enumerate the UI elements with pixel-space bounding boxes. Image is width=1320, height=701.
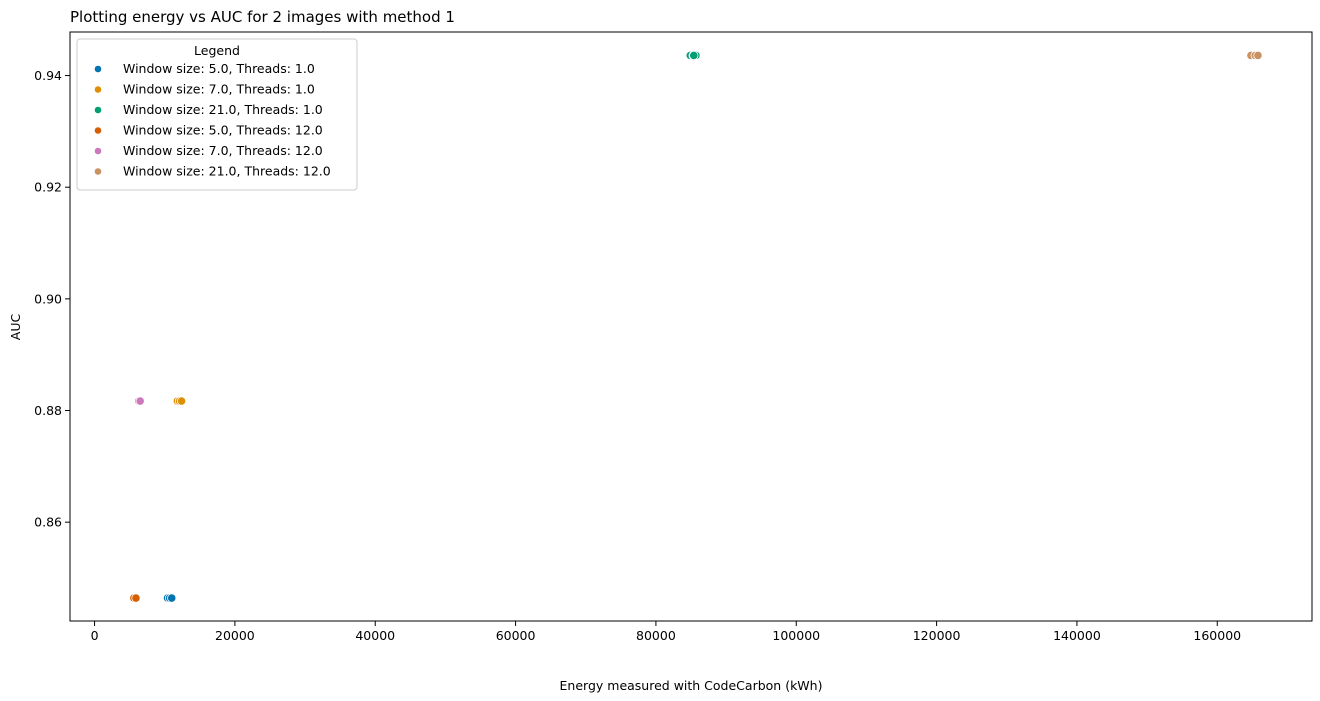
legend-marker — [94, 167, 102, 176]
x-axis-label: Energy measured with CodeCarbon (kWh) — [560, 678, 823, 693]
x-tick-label: 60000 — [496, 628, 536, 643]
legend-title: Legend — [194, 43, 240, 58]
y-tick-label: 0.92 — [34, 180, 62, 195]
x-tick-label: 20000 — [215, 628, 255, 643]
legend-label: Window size: 21.0, Threads: 1.0 — [123, 102, 323, 117]
data-point — [131, 593, 141, 603]
data-point — [1253, 50, 1263, 61]
y-tick-label: 0.90 — [34, 291, 62, 306]
legend-label: Window size: 5.0, Threads: 1.0 — [123, 61, 315, 76]
legend-marker — [94, 147, 102, 155]
x-tick-label: 40000 — [355, 628, 395, 643]
x-tick-label: 140000 — [1053, 628, 1101, 643]
x-tick-label: 120000 — [913, 628, 961, 643]
legend-marker — [94, 85, 102, 94]
y-tick-label: 0.86 — [34, 515, 62, 530]
legend-marker — [94, 106, 102, 114]
data-point — [689, 50, 699, 61]
x-tick-label: 100000 — [772, 628, 820, 643]
legend-label: Window size: 7.0, Threads: 1.0 — [123, 82, 315, 97]
x-tick-label: 160000 — [1193, 628, 1241, 643]
y-tick-label: 0.88 — [34, 403, 62, 418]
legend: Legend Window size: 5.0, Threads: 1.0Win… — [76, 38, 358, 191]
legend-label: Window size: 7.0, Threads: 12.0 — [123, 143, 323, 158]
data-points — [129, 50, 1263, 603]
y-axis-label: AUC — [8, 314, 23, 341]
data-point — [135, 396, 145, 406]
y-tick-label: 0.94 — [34, 68, 62, 83]
plot-frame — [69, 31, 1313, 622]
legend-marker — [94, 126, 102, 135]
data-point — [176, 396, 187, 406]
legend-label: Window size: 21.0, Threads: 12.0 — [123, 164, 331, 179]
chart-title: Plotting energy vs AUC for 2 images with… — [70, 8, 455, 26]
legend-box — [76, 38, 358, 191]
x-tick-label: 0 — [91, 628, 99, 643]
legend-entries: Window size: 5.0, Threads: 1.0 Window siz… — [94, 61, 331, 179]
x-tick-label: 80000 — [636, 628, 676, 643]
y-axis: 0.86 0.88 0.90 0.92 0.94 — [34, 68, 70, 530]
data-point — [167, 593, 177, 603]
legend-label: Window size: 5.0, Threads: 12.0 — [123, 123, 323, 138]
x-axis: 0 20000 40000 60000 80000 100000 120000 140000 1… — [91, 621, 1241, 643]
legend-marker — [94, 65, 102, 73]
